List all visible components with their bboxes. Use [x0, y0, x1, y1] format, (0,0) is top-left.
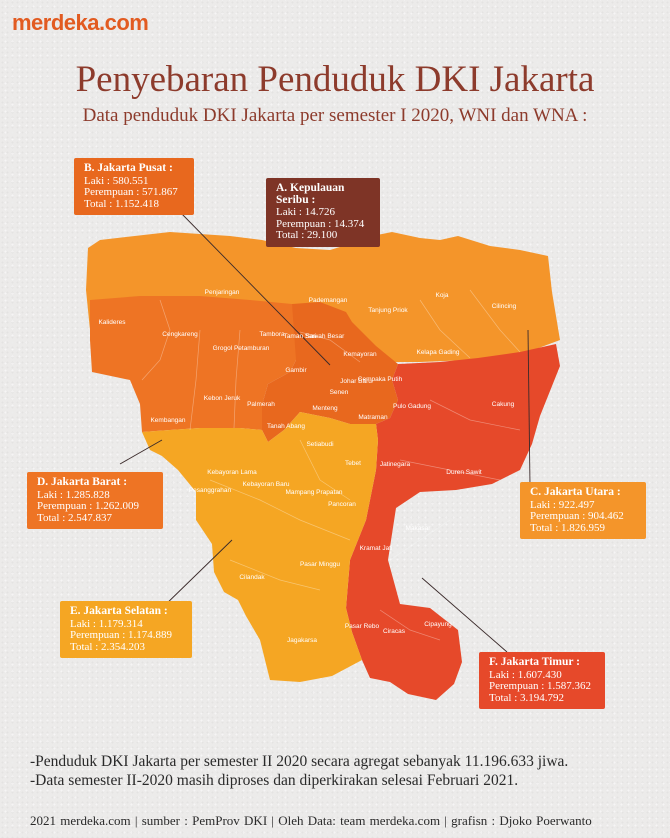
- district-label: Tanah Abang: [267, 423, 305, 430]
- box-laki: Laki : 922.497: [530, 498, 595, 511]
- region-jakarta-barat: [90, 296, 296, 432]
- district-label: Duren Sawit: [446, 469, 482, 476]
- district-label: Makasar: [406, 525, 432, 532]
- district-label: Kramat Jati: [360, 545, 393, 552]
- district-label: Taman Sari: [284, 333, 317, 340]
- district-label: Pesanggrahan: [189, 487, 232, 494]
- page-subtitle: Data penduduk DKI Jakarta per semester I…: [82, 105, 588, 126]
- merdeka-logo: merdeka.com: [12, 10, 149, 35]
- info-box-kepulauan-seribu: A. Kepulauan Seribu : Laki : 14.726 Pere…: [266, 178, 380, 247]
- district-label: Pulo Gadung: [393, 403, 431, 410]
- district-label: Tambora: [259, 331, 285, 338]
- box-perempuan: Perempuan : 904.462: [530, 510, 624, 522]
- district-label: Pasar Rebo: [345, 623, 380, 630]
- district-label: Cilandak: [239, 574, 265, 581]
- district-label: Cipayung: [424, 621, 452, 628]
- district-label: Setiabudi: [306, 441, 333, 448]
- box-perempuan: Perempuan : 14.374: [276, 217, 365, 230]
- district-label: Menteng: [312, 405, 338, 412]
- box-title: C. Jakarta Utara :: [530, 486, 621, 498]
- district-label: Johar Baru: [340, 378, 372, 385]
- notes: -Penduduk DKI Jakarta per semester II 20…: [30, 752, 568, 790]
- note-line: -Penduduk DKI Jakarta per semester II 20…: [30, 753, 569, 770]
- leader-lines: [119, 211, 531, 653]
- district-label: Jagakarsa: [287, 637, 317, 644]
- footer-credits: 2021 merdeka.com | sumber : PemProv DKI …: [30, 813, 592, 828]
- district-label: Kebayoran Baru: [243, 481, 290, 488]
- box-title: A. Kepulauan Seribu :: [276, 182, 345, 206]
- box-title: E. Jakarta Selatan :: [70, 605, 168, 617]
- info-box-jakarta-barat: D. Jakarta Barat : Laki : 1.285.828 Pere…: [27, 472, 163, 529]
- box-total: Total : 2.547.837: [37, 511, 113, 524]
- district-label: Ciracas: [383, 628, 406, 635]
- box-total: Total : 1.826.959: [530, 521, 606, 534]
- box-total: Total : 29.100: [276, 229, 338, 241]
- district-boundaries: [141, 289, 521, 641]
- district-label: Senen: [330, 389, 349, 396]
- region-jakarta-utara: [86, 232, 560, 362]
- box-laki: Laki : 1.179.314: [70, 617, 143, 630]
- district-label: Tebet: [345, 460, 361, 467]
- info-box-jakarta-utara: C. Jakarta Utara : Laki : 922.497 Peremp…: [520, 482, 646, 539]
- box-title: F. Jakarta Timur :: [489, 656, 580, 668]
- box-perempuan: Perempuan : 571.867: [84, 186, 178, 198]
- note-line: -Data semester II-2020 masih diproses da…: [30, 772, 519, 789]
- district-label: Kalideres: [98, 319, 126, 326]
- info-box-jakarta-timur: F. Jakarta Timur : Laki : 1.607.430 Pere…: [479, 652, 605, 709]
- district-label: Pasar Minggu: [300, 561, 340, 568]
- district-label: Koja: [435, 292, 448, 299]
- district-label: Palmerah: [247, 401, 275, 408]
- box-laki: Laki : 1.285.828: [37, 488, 110, 501]
- district-label: Mampang Prapatan: [285, 489, 342, 496]
- district-label: Kebayoran Lama: [207, 469, 257, 476]
- box-title: B. Jakarta Pusat :: [84, 162, 173, 174]
- region-jakarta-timur: [346, 344, 560, 700]
- district-label: Cengkareng: [162, 331, 198, 338]
- box-laki: Laki : 580.551: [84, 174, 149, 187]
- district-label: Pademangan: [309, 297, 348, 304]
- district-label: Grogol Petamburan: [213, 345, 270, 352]
- region-jakarta-selatan: [142, 412, 378, 682]
- info-box-jakarta-pusat: B. Jakarta Pusat : Laki : 580.551 Peremp…: [74, 158, 194, 215]
- district-label: Kelapa Gading: [416, 349, 459, 356]
- district-label: Pancoran: [328, 501, 356, 508]
- box-laki: Laki : 1.607.430: [489, 668, 562, 681]
- page-title: Penyebaran Penduduk DKI Jakarta: [75, 59, 595, 100]
- district-label: Tanjung Priok: [368, 307, 408, 314]
- district-label: Kemayoran: [343, 351, 377, 358]
- district-label: Jatinegara: [380, 461, 411, 468]
- district-label: Matraman: [358, 414, 388, 421]
- district-label: Sawah Besar: [306, 333, 345, 340]
- district-label: Cilincing: [492, 303, 517, 310]
- district-label: Cempaka Putih: [358, 376, 403, 383]
- district-label: Gambir: [285, 367, 307, 374]
- district-label: Cakung: [492, 401, 515, 408]
- box-laki: Laki : 14.726: [276, 206, 335, 218]
- district-label: Kembangan: [150, 417, 185, 424]
- box-title: D. Jakarta Barat :: [37, 476, 128, 488]
- box-total: Total : 2.354.203: [70, 640, 146, 653]
- box-perempuan: Perempuan : 1.174.889: [70, 629, 173, 641]
- district-labels: Penjaringan Pademangan Koja Cilincing Ta…: [98, 289, 516, 644]
- box-perempuan: Perempuan : 1.587.362: [489, 680, 592, 692]
- district-label: Kebon Jeruk: [204, 395, 241, 402]
- box-perempuan: Perempuan : 1.262.009: [37, 500, 140, 512]
- box-total: Total : 3.194.792: [489, 691, 565, 704]
- region-jakarta-pusat: [262, 302, 398, 442]
- info-box-jakarta-selatan: E. Jakarta Selatan : Laki : 1.179.314 Pe…: [60, 601, 192, 658]
- district-label: Penjaringan: [205, 289, 240, 296]
- box-total: Total : 1.152.418: [84, 197, 160, 210]
